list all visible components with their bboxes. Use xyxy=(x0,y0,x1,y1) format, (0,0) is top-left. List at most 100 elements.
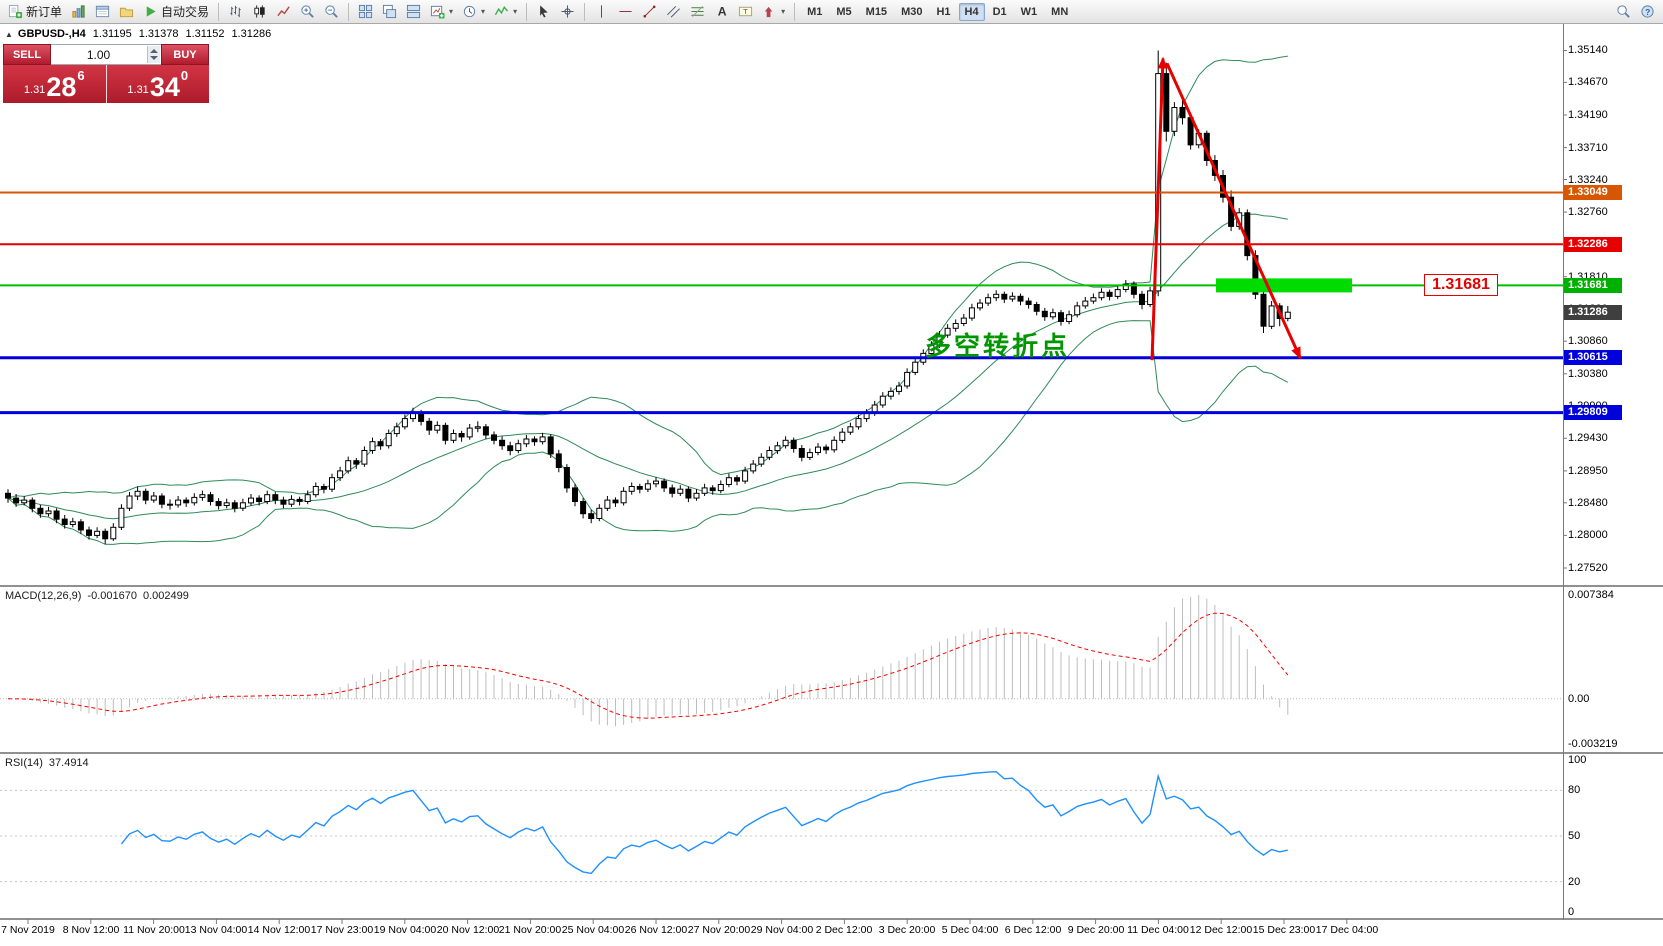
new-chart-icon xyxy=(430,5,445,19)
buy-price-base: 1.31 xyxy=(127,84,149,96)
buy-price-point: 0 xyxy=(180,68,189,83)
svg-text:?: ? xyxy=(1645,7,1650,17)
navigator-button[interactable] xyxy=(115,2,138,22)
timeframe-button-mn[interactable]: MN xyxy=(1045,3,1074,21)
dropdown-caret-icon: ▾ xyxy=(481,6,486,16)
toolbar-separator xyxy=(584,2,586,21)
channel-button[interactable] xyxy=(662,2,685,22)
new-order-label: 新订单 xyxy=(26,5,63,19)
data-window-button[interactable] xyxy=(91,2,114,22)
cursor-icon xyxy=(540,5,548,18)
channel-icon xyxy=(667,6,681,18)
fibonacci-button[interactable] xyxy=(686,2,709,22)
arrange-windows-icon xyxy=(406,4,421,19)
zoom-in-button[interactable] xyxy=(296,2,319,22)
arrows-button[interactable]: ▾ xyxy=(758,2,789,22)
candlestick-chart-button[interactable] xyxy=(248,2,271,22)
market-watch-icon xyxy=(72,5,85,18)
timeframe-button-m30[interactable]: M30 xyxy=(895,3,928,21)
arrange-windows-button[interactable] xyxy=(402,2,425,22)
buy-price-pips: 34 xyxy=(149,72,180,102)
line-chart-button[interactable] xyxy=(272,2,295,22)
label-button[interactable]: T xyxy=(734,2,757,22)
crosshair-button[interactable] xyxy=(556,2,579,22)
macd-signal-line xyxy=(7,612,1289,719)
timeframe-group: M1 M5 M15 M30 H1 H4 D1 W1 MN xyxy=(800,2,1075,21)
dropdown-caret-icon: ▾ xyxy=(513,6,518,16)
turning-zone-rect[interactable] xyxy=(1216,278,1352,293)
timeframe-button-h1[interactable]: H1 xyxy=(930,3,956,21)
timeframe-button-m5[interactable]: M5 xyxy=(830,3,857,21)
timeframe-button-m15[interactable]: M15 xyxy=(860,3,893,21)
market-watch-button[interactable] xyxy=(67,2,90,22)
profiles-clock-icon xyxy=(463,5,476,18)
text-icon: A xyxy=(718,5,727,19)
toolbar-separator xyxy=(794,2,796,21)
svg-text:A: A xyxy=(718,5,727,19)
sell-price-pips: 28 xyxy=(46,72,77,102)
sell-button[interactable]: SELL xyxy=(3,44,51,65)
candlestick-chart-icon xyxy=(254,5,265,18)
volume-box xyxy=(51,44,161,65)
sell-price-display[interactable]: 1.31 28 6 xyxy=(3,65,107,103)
toolbar-separator xyxy=(526,2,528,21)
indicators-icon xyxy=(494,6,509,16)
vertical-line-button[interactable] xyxy=(590,2,613,22)
vertical-line-icon xyxy=(601,5,603,18)
level-price-label[interactable]: 1.31681 xyxy=(1424,274,1498,296)
trend-arrow[interactable] xyxy=(1150,56,1168,361)
zoom-out-button[interactable] xyxy=(320,2,343,22)
candles-layer xyxy=(5,50,1291,545)
horizontal-line-button[interactable] xyxy=(614,2,637,22)
timeframe-button-d1[interactable]: D1 xyxy=(987,3,1013,21)
spinner-down-icon[interactable] xyxy=(150,56,158,60)
macd-histogram xyxy=(15,595,1289,727)
buy-price-display[interactable]: 1.31 34 0 xyxy=(106,65,209,103)
search-icon xyxy=(1617,5,1630,18)
new-chart-button[interactable]: ▾ xyxy=(426,2,457,22)
bollinger-lower xyxy=(7,320,1289,545)
autotrading-play-icon xyxy=(146,6,156,17)
arrow-objects-icon xyxy=(764,6,773,18)
tile-windows-icon xyxy=(358,4,373,19)
timeframe-button-h4[interactable]: H4 xyxy=(958,3,985,21)
data-window-icon xyxy=(95,5,110,18)
line-chart-icon xyxy=(277,6,290,17)
indicators-button[interactable]: ▾ xyxy=(490,2,521,22)
buy-button[interactable]: BUY xyxy=(161,44,209,65)
spinner-up-icon[interactable] xyxy=(150,49,158,53)
sell-price-point: 6 xyxy=(77,68,85,83)
crosshair-icon xyxy=(561,5,574,18)
profiles-button[interactable]: ▾ xyxy=(458,2,489,22)
zoom-in-icon xyxy=(301,5,314,18)
dropdown-caret-icon: ▾ xyxy=(449,6,454,16)
annotation-text[interactable]: 多空转折点 xyxy=(925,331,1071,361)
autotrading-button[interactable]: 自动交易 xyxy=(139,2,213,22)
collapse-panel-icon[interactable]: ▲ xyxy=(5,29,13,39)
volume-spinner[interactable] xyxy=(147,46,160,63)
rsi-line xyxy=(120,770,1288,875)
cursor-button[interactable] xyxy=(532,2,555,22)
zoom-out-icon xyxy=(325,5,338,18)
toolbar: 新订单 自动交易 ▾ ▾ ▾ A T ▾ M1 M5 M15 M xyxy=(0,0,1663,24)
cascade-windows-button[interactable] xyxy=(378,2,401,22)
timeframe-button-m1[interactable]: M1 xyxy=(801,3,828,21)
search-button[interactable] xyxy=(1612,2,1635,22)
trend-arrow[interactable] xyxy=(1165,62,1302,360)
fibonacci-icon xyxy=(691,6,704,17)
volume-input[interactable] xyxy=(51,45,146,64)
svg-text:T: T xyxy=(743,7,748,16)
horizontal-line-icon xyxy=(619,11,632,12)
tile-windows-button[interactable] xyxy=(354,2,377,22)
bar-chart-button[interactable] xyxy=(224,2,247,22)
help-button[interactable]: ? xyxy=(1636,2,1659,22)
trendline-button[interactable] xyxy=(638,2,661,22)
timeframe-button-w1[interactable]: W1 xyxy=(1015,3,1044,21)
new-order-button[interactable]: 新订单 xyxy=(4,2,66,22)
trendline-icon xyxy=(643,5,656,18)
text-button[interactable]: A xyxy=(710,2,733,22)
label-icon: T xyxy=(739,6,753,17)
